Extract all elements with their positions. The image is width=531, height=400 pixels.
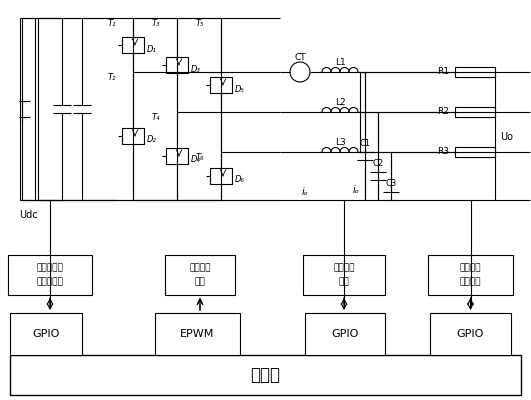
Text: R1: R1: [437, 68, 449, 76]
Bar: [166, 148, 188, 164]
Bar: [10, 355, 521, 395]
Text: 处理器: 处理器: [251, 366, 280, 384]
Text: 驱动保护: 驱动保护: [189, 264, 211, 272]
Bar: [455, 147, 495, 157]
Bar: [428, 255, 513, 295]
Bar: [8, 255, 92, 295]
Bar: [155, 313, 240, 355]
Bar: [122, 37, 144, 53]
Bar: [430, 313, 511, 355]
Bar: [455, 67, 495, 77]
Bar: [303, 255, 385, 295]
Bar: [210, 77, 232, 93]
Text: 电路: 电路: [339, 278, 349, 286]
Text: GPIO: GPIO: [331, 329, 358, 339]
Bar: [122, 128, 144, 144]
Bar: [166, 57, 188, 73]
Text: Udc: Udc: [19, 210, 37, 220]
Text: GPIO: GPIO: [457, 329, 484, 339]
Text: D₅: D₅: [235, 84, 245, 94]
Text: D₃: D₃: [191, 64, 201, 74]
Text: 电流采集: 电流采集: [333, 264, 355, 272]
Bar: [210, 168, 232, 184]
Text: T₆: T₆: [196, 152, 204, 162]
Text: T₅: T₅: [196, 18, 204, 28]
Text: iₒ: iₒ: [353, 185, 359, 195]
Text: D₁: D₁: [147, 44, 157, 54]
Text: L3: L3: [335, 138, 345, 147]
Text: T₁: T₁: [108, 18, 116, 28]
Text: 采集电路: 采集电路: [460, 278, 481, 286]
Text: D₄: D₄: [191, 156, 201, 164]
Text: R3: R3: [437, 148, 449, 156]
Text: 压采集电路: 压采集电路: [37, 278, 63, 286]
Text: C2: C2: [372, 160, 383, 168]
Text: T₃: T₃: [152, 18, 160, 28]
Bar: [10, 313, 82, 355]
Text: R2: R2: [437, 108, 449, 116]
Text: 直流输入电: 直流输入电: [37, 264, 63, 272]
Text: GPIO: GPIO: [32, 329, 59, 339]
Text: D₆: D₆: [235, 176, 245, 184]
Bar: [165, 255, 235, 295]
Text: CT: CT: [294, 52, 306, 62]
Text: EPWM: EPWM: [181, 329, 215, 339]
Bar: [455, 107, 495, 117]
Text: C1: C1: [359, 140, 371, 148]
Text: 负载电压: 负载电压: [460, 264, 481, 272]
Bar: [305, 313, 385, 355]
Text: 电路: 电路: [195, 278, 205, 286]
Text: D₂: D₂: [147, 136, 157, 144]
Text: L1: L1: [335, 58, 345, 67]
Text: iₒ: iₒ: [302, 187, 309, 197]
Text: L2: L2: [335, 98, 345, 107]
Text: C3: C3: [386, 180, 397, 188]
Text: Uo: Uo: [501, 132, 513, 142]
Text: T₄: T₄: [152, 112, 160, 122]
Text: T₂: T₂: [108, 72, 116, 82]
